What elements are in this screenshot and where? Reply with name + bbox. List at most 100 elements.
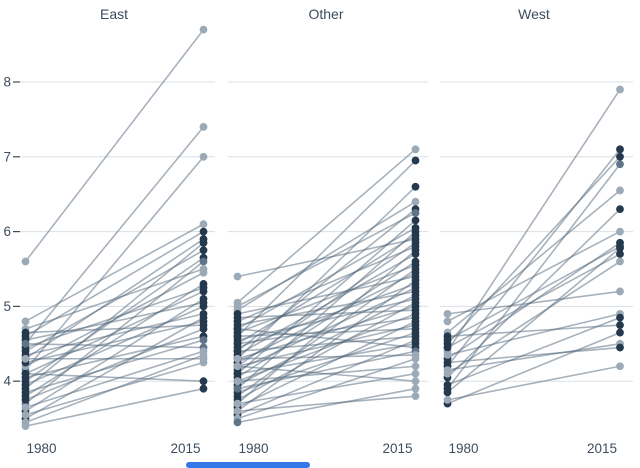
data-point-1980 <box>233 347 242 356</box>
data-point-2015 <box>411 362 420 371</box>
slope-line <box>236 350 417 390</box>
slope-line <box>446 342 621 371</box>
slope-line <box>446 148 621 368</box>
slope-line <box>236 324 417 368</box>
slope-line <box>24 283 205 397</box>
slope-line <box>446 88 621 353</box>
data-point-2015 <box>616 152 624 161</box>
data-point-1980 <box>233 377 242 386</box>
y-tick-label: 6 <box>3 224 11 239</box>
data-point-1980 <box>21 381 30 389</box>
panel-title-other: Other <box>308 6 344 22</box>
data-point-1980 <box>443 317 452 326</box>
slope-line <box>24 28 205 263</box>
slope-line <box>236 298 417 341</box>
data-point-2015 <box>616 343 624 352</box>
data-point-2015 <box>199 152 208 161</box>
slope-line <box>24 313 205 356</box>
slope-line <box>236 316 417 345</box>
data-point-2015 <box>616 145 624 154</box>
data-point-1980 <box>233 369 242 378</box>
slope-line <box>236 185 417 360</box>
slope-line <box>24 350 205 409</box>
slope-line <box>236 275 417 315</box>
slope-line <box>446 313 621 356</box>
data-point-1980 <box>233 324 242 333</box>
slope-line <box>236 230 417 390</box>
panel-title-west: West <box>518 6 550 22</box>
slope-line <box>24 268 205 330</box>
data-point-1980 <box>21 388 30 397</box>
slope-line <box>236 320 417 409</box>
data-point-1980 <box>233 384 242 393</box>
x-tick-label-2015: 2015 <box>170 441 200 456</box>
slope-line <box>236 286 417 371</box>
data-point-2015 <box>616 313 624 322</box>
data-point-2015 <box>616 205 624 214</box>
data-point-2015 <box>411 377 420 386</box>
data-point-1980 <box>21 369 30 378</box>
slope-line <box>236 148 417 304</box>
data-point-2015 <box>411 231 420 240</box>
data-point-2015 <box>199 384 208 393</box>
data-point-2015 <box>411 392 420 401</box>
data-point-1980 <box>443 332 452 341</box>
x-tick-label-2015: 2015 <box>382 441 412 456</box>
slope-line <box>24 290 205 375</box>
data-point-2015 <box>411 369 420 378</box>
slope-line <box>446 189 621 334</box>
data-point-2015 <box>199 268 208 277</box>
x-tick-label-1980: 1980 <box>26 441 56 456</box>
slope-line <box>446 365 621 401</box>
data-point-1980 <box>21 422 30 430</box>
data-point-2015 <box>616 257 624 266</box>
slope-line <box>24 126 205 345</box>
slope-line <box>24 320 205 364</box>
x-tick-label-2015: 2015 <box>587 441 617 456</box>
x-tick-label-1980: 1980 <box>238 441 268 456</box>
data-point-1980 <box>21 339 30 348</box>
data-point-1980 <box>233 362 242 371</box>
slope-line <box>236 200 417 311</box>
data-point-2015 <box>199 238 208 247</box>
slope-line <box>236 395 417 412</box>
horizontal-scrollbar-thumb[interactable] <box>186 462 310 468</box>
slope-line <box>236 387 417 424</box>
slope-line <box>236 212 417 308</box>
y-tick-label: 8 <box>3 75 11 90</box>
data-point-2015 <box>199 227 208 236</box>
slope-line <box>236 354 417 360</box>
slope-line <box>446 253 621 349</box>
data-point-2015 <box>199 246 208 255</box>
data-point-2015 <box>616 85 624 94</box>
slope-line <box>24 298 205 412</box>
data-point-2015 <box>199 336 208 344</box>
slope-line <box>446 230 621 323</box>
data-point-2015 <box>199 220 208 229</box>
data-point-1980 <box>443 366 452 374</box>
slope-line <box>24 342 205 349</box>
data-point-2015 <box>411 250 420 258</box>
y-tick-label: 7 <box>3 149 11 164</box>
data-point-2015 <box>199 122 208 131</box>
slope-line <box>24 316 205 420</box>
slope-line <box>236 328 417 349</box>
data-point-2015 <box>411 156 420 165</box>
slope-line <box>236 301 417 401</box>
data-point-1980 <box>233 418 242 427</box>
slope-line <box>236 271 417 364</box>
data-point-2015 <box>199 302 208 311</box>
panel-title-east: East <box>99 6 129 22</box>
y-tick-label: 5 <box>3 299 11 314</box>
slope-line <box>236 283 417 349</box>
slope-line <box>236 234 417 345</box>
slope-line <box>236 245 417 323</box>
data-point-1980 <box>21 328 30 337</box>
slope-line <box>24 387 205 427</box>
data-point-1980 <box>443 388 452 397</box>
data-point-2015 <box>199 324 208 333</box>
data-point-1980 <box>233 354 242 363</box>
slope-line <box>24 372 205 383</box>
slope-line <box>446 245 621 341</box>
